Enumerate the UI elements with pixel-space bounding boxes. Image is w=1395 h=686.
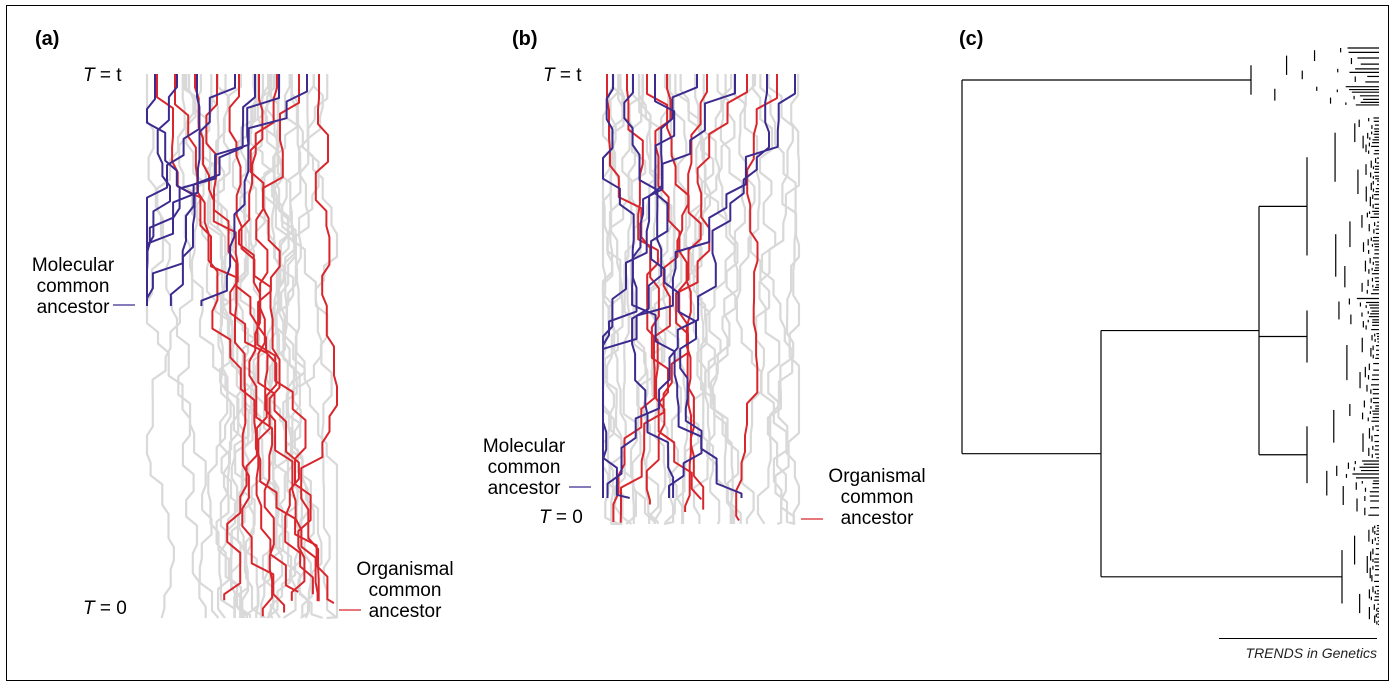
t-symbol: T — [543, 65, 555, 86]
t-symbol: T — [83, 65, 95, 86]
background-lineage — [280, 73, 339, 620]
label-line: common — [36, 276, 110, 297]
organismal-lineage — [300, 74, 338, 602]
panel-b-genealogy — [569, 73, 823, 526]
equals-sign: = — [94, 65, 117, 86]
background-lineage — [290, 73, 339, 619]
molecular-lineage — [602, 74, 736, 498]
background-lineage — [185, 73, 250, 618]
label-line: ancestor — [36, 297, 110, 318]
background-lineage — [702, 73, 739, 524]
label-line: common — [840, 487, 914, 508]
organismal-lineage — [194, 74, 319, 602]
molecular-lineage — [606, 74, 770, 498]
background-lineage — [625, 73, 677, 525]
panel-b-molecular-ancestor-label: Molecular common ancestor — [469, 436, 579, 499]
background-lineage — [622, 73, 662, 524]
t-value: t — [576, 65, 582, 86]
background-lineage — [274, 73, 329, 619]
label-line: Organismal — [356, 559, 454, 580]
panel-b-t-top-label: T = t — [543, 65, 582, 87]
background-lineage — [145, 73, 202, 619]
organismal-lineage — [626, 74, 666, 505]
organismal-lineage — [619, 74, 748, 523]
label-line: ancestor — [487, 478, 561, 499]
organismal-lineage — [223, 74, 300, 601]
panel-a-molecular-ancestor-label: Molecular common ancestor — [17, 255, 129, 318]
background-lineage — [237, 73, 282, 618]
label-line: common — [368, 580, 442, 601]
panel-a-t-top-label: T = t — [83, 65, 122, 87]
background-lineage — [145, 73, 207, 618]
molecular-lineages — [146, 74, 308, 306]
background-lineage — [607, 73, 656, 524]
organismal-lineage — [238, 74, 278, 617]
journal-credit: TRENDS in Genetics — [1219, 638, 1377, 661]
t-value: 0 — [116, 598, 127, 619]
molecular-lineage — [602, 74, 796, 498]
label-line: ancestor — [368, 601, 442, 622]
panel-a-genealogy — [113, 73, 361, 620]
background-lineage — [215, 73, 248, 618]
background-lineage — [758, 73, 801, 524]
background-lineage — [766, 73, 801, 526]
organismal-lineage — [735, 74, 778, 522]
molecular-lineages — [602, 74, 796, 499]
molecular-lineage — [146, 74, 196, 306]
equals-sign: = — [550, 507, 573, 528]
t-symbol: T — [83, 598, 95, 619]
tree-branches — [961, 47, 1379, 626]
background-lineage — [637, 73, 673, 524]
background-lineage — [702, 73, 739, 524]
equals-sign: = — [94, 598, 117, 619]
organismal-lineage — [228, 74, 299, 593]
molecular-lineage — [200, 74, 280, 306]
panel-b-t-bottom-label: T = 0 — [539, 507, 583, 529]
background-lineage — [751, 73, 794, 524]
organismal-lineage — [612, 74, 708, 522]
figure-frame: (a) T = t T = 0 Molecular common ancesto… — [6, 5, 1389, 681]
label-line: common — [487, 457, 561, 478]
background-lineage — [145, 73, 220, 619]
background-lineage — [200, 73, 266, 619]
background-lineage — [209, 73, 285, 618]
organismal-lineage — [646, 74, 705, 510]
panel-b-label: (b) — [512, 28, 538, 50]
panel-a-organismal-ancestor-label: Organismal common ancestor — [343, 559, 467, 622]
organismal-lineage — [174, 74, 335, 604]
molecular-lineage — [650, 74, 703, 498]
panel-b-organismal-ancestor-label: Organismal common ancestor — [815, 466, 939, 529]
label-line: ancestor — [840, 508, 914, 529]
molecular-lineage — [146, 74, 256, 306]
background-lineage — [738, 73, 771, 524]
organismal-lineages — [156, 74, 338, 617]
organismal-lineage — [156, 74, 286, 613]
molecular-lineage — [146, 74, 308, 306]
t-symbol: T — [539, 507, 551, 528]
molecular-lineage — [623, 74, 675, 498]
t-value: t — [116, 65, 122, 86]
panel-a-t-bottom-label: T = 0 — [83, 598, 127, 620]
equals-sign: = — [554, 65, 577, 86]
panel-c-phylogenetic-tree — [961, 47, 1379, 626]
t-value: 0 — [572, 507, 583, 528]
background-lineage — [249, 73, 299, 619]
panel-c-label: (c) — [959, 28, 984, 50]
label-line: Organismal — [828, 466, 926, 487]
label-line: Molecular — [482, 436, 566, 457]
label-line: Molecular — [31, 255, 115, 276]
panel-a-label: (a) — [35, 28, 60, 50]
